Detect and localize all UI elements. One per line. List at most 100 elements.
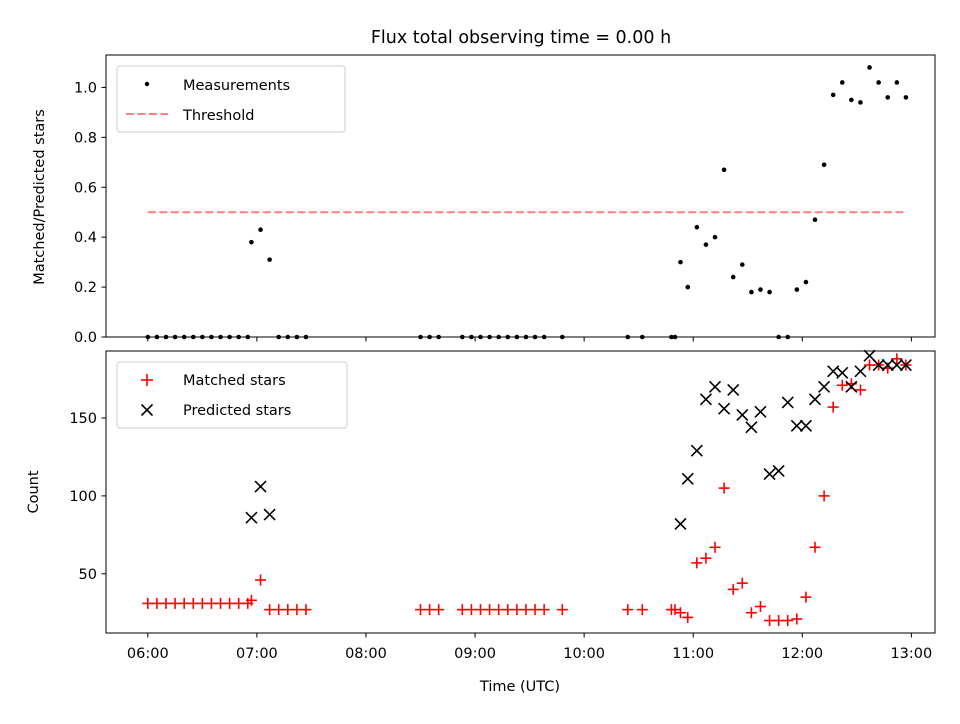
predicted-stars-point	[808, 393, 822, 406]
predicted-stars-point	[845, 380, 858, 393]
predicted-stars-point	[799, 419, 812, 432]
predicted-stars-point	[854, 365, 867, 378]
top-y-tick-label: 0.4	[74, 230, 97, 246]
matched-stars-point	[682, 611, 694, 623]
measurement-point	[894, 80, 900, 85]
matched-stars-point	[809, 541, 821, 553]
bottom-y-axis-label: Count	[26, 470, 42, 513]
matched-stars-point	[674, 607, 686, 619]
matched-stars-point	[433, 604, 445, 616]
matched-stars-point	[691, 557, 703, 569]
measurement-point	[885, 95, 891, 100]
legend-label-matched: Matched stars	[183, 373, 286, 389]
measurement-point	[903, 95, 909, 100]
predicted-stars-point	[881, 358, 894, 372]
predicted-stars-point	[890, 358, 903, 372]
measurement-point	[712, 234, 718, 240]
predicted-stars-point	[863, 349, 876, 362]
measurement-point	[803, 279, 809, 285]
matched-stars-point	[827, 401, 839, 413]
measurement-point	[767, 289, 772, 295]
predicted-stars-point	[245, 511, 258, 524]
matched-stars-point	[245, 594, 257, 606]
measurement-point	[685, 284, 691, 290]
measurement-point	[258, 227, 263, 232]
matched-stars-point	[255, 574, 267, 586]
matched-stars-point	[818, 490, 830, 502]
measurement-point	[678, 259, 683, 265]
predicted-stars-point	[836, 366, 849, 379]
legend-label-threshold: Threshold	[182, 108, 254, 124]
matched-stars-point	[636, 604, 648, 616]
bottom-y-tick-label: 100	[69, 489, 97, 505]
bottom-x-tick-label: 06:00	[127, 646, 169, 662]
predicted-stars-point	[772, 464, 785, 478]
measurement-point	[867, 65, 872, 70]
measurement-point	[858, 100, 863, 105]
top-y-tick-label: 0.2	[74, 280, 97, 296]
predicted-stars-point	[263, 508, 276, 521]
x-axis-label: Time (UTC)	[479, 679, 560, 695]
measurement-point	[812, 217, 818, 223]
measurement-point	[794, 287, 800, 292]
bottom-x-tick-label: 12:00	[781, 646, 823, 662]
bottom-x-tick-label: 09:00	[454, 646, 496, 662]
legend-label-measurements: Measurements	[183, 78, 290, 94]
measurement-point	[876, 80, 881, 85]
predicted-stars-point	[708, 380, 722, 393]
matched-stars-point	[854, 384, 866, 396]
matched-stars-point	[782, 615, 794, 627]
top-axes-frame	[105, 54, 936, 338]
bottom-x-tick-label: 13:00	[890, 646, 932, 662]
top-y-tick-label: 0.8	[74, 130, 97, 146]
measurement-point	[849, 97, 854, 103]
bottom-y-tick-label: 150	[69, 411, 97, 427]
bottom-x-tick-label: 11:00	[672, 646, 714, 662]
bottom-axes-frame	[105, 350, 936, 634]
measurement-point	[758, 287, 763, 292]
top-panel: 0.0 0.2 0.4 0.6 0.8 1.0	[74, 54, 936, 346]
matched-stars-point	[556, 604, 568, 616]
top-y-axis-label: Matched/Predicted stars	[32, 109, 48, 285]
predicted-stars-point	[727, 383, 740, 397]
top-y-tick-label: 0.6	[74, 180, 97, 196]
matched-stars-point	[709, 541, 721, 553]
chart-title: Flux total observing time = 0.00 h	[371, 28, 671, 48]
predicted-stars-point	[872, 358, 885, 372]
legend-marker-predicted	[140, 403, 154, 417]
measurement-point	[749, 289, 754, 295]
bottom-legend: Matched stars Predicted stars	[116, 361, 348, 429]
measurement-point	[721, 167, 727, 173]
matched-stars-point	[791, 613, 803, 625]
bottom-x-tick-label: 07:00	[236, 646, 278, 662]
legend-marker-matched	[141, 374, 153, 386]
matched-stars-point	[718, 482, 730, 494]
predicted-stars-point	[674, 517, 687, 531]
matched-stars-point	[700, 552, 712, 564]
measurement-point	[703, 242, 709, 247]
measurement-point	[694, 224, 700, 230]
measurement-point	[739, 262, 745, 267]
matched-stars-point	[745, 607, 757, 619]
matched-stars-point	[300, 604, 312, 616]
predicted-stars-point	[790, 419, 803, 432]
predicted-stars-point	[818, 380, 831, 393]
measurement-point	[730, 274, 736, 280]
predicted-stars-point	[899, 358, 912, 372]
top-y-tick-label: 1.0	[74, 80, 97, 96]
measurement-point	[249, 239, 254, 245]
matched-stars-point	[727, 583, 739, 595]
matched-stars-point	[891, 353, 903, 365]
measurement-point	[839, 80, 845, 85]
predicted-stars-point	[781, 396, 794, 409]
predicted-stars-point	[736, 408, 749, 421]
predicted-stars-point	[690, 444, 703, 457]
measurement-point	[830, 92, 836, 98]
matched-stars-point	[622, 604, 634, 616]
measurement-point	[267, 257, 272, 262]
predicted-stars-point	[754, 405, 767, 418]
matched-stars-point	[836, 379, 848, 391]
predicted-stars-point	[699, 393, 712, 406]
predicted-stars-point	[763, 468, 776, 481]
